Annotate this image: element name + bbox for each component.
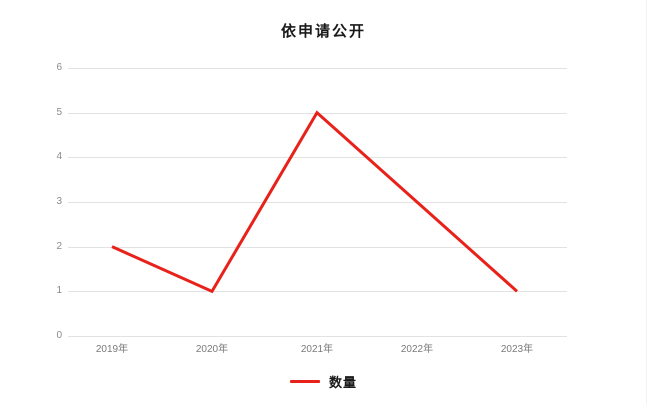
y-axis-tick-label: 6 xyxy=(56,62,62,73)
x-axis-tick-label: 2020年 xyxy=(195,344,229,355)
plot-area xyxy=(68,68,567,337)
series-line-layer xyxy=(111,110,518,294)
gridline xyxy=(68,336,567,337)
x-axis-tick-label: 2019年 xyxy=(95,344,129,355)
legend-swatch-quantity xyxy=(289,380,320,383)
y-axis-tick-label: 2 xyxy=(56,240,62,252)
y-axis-tick-label: 0 xyxy=(56,330,62,341)
series-line-quantity xyxy=(111,110,518,294)
y-axis-tick-label: 5 xyxy=(56,106,62,118)
x-axis-tick-label: 2022年 xyxy=(400,344,434,355)
gridline xyxy=(68,157,567,159)
gridline xyxy=(68,202,567,203)
chart-legend: 数量 xyxy=(0,372,646,391)
gridline xyxy=(68,68,567,69)
y-axis-tick-label: 3 xyxy=(56,196,62,207)
x-axis-tick-label: 2023年 xyxy=(500,344,534,355)
y-axis-tick-label: 4 xyxy=(56,151,62,163)
x-axis-tick-label: 2021年 xyxy=(300,344,334,355)
x-axis-tick-labels: 2019年 2020年 2021年 2022年 2023年 xyxy=(0,344,646,360)
gridline xyxy=(68,246,567,248)
legend-label-quantity: 数量 xyxy=(328,375,357,390)
chart-title: 依申请公开 xyxy=(280,24,366,40)
y-axis-tick-label: 1 xyxy=(56,285,62,297)
y-axis-tick-labels: 0 1 2 3 4 5 6 xyxy=(32,63,62,341)
gridline xyxy=(68,291,567,293)
